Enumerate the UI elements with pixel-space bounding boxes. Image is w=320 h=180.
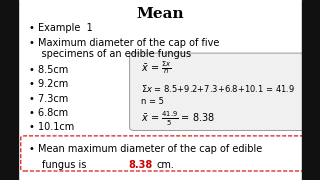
Text: fungus is: fungus is bbox=[42, 160, 90, 170]
Text: • Mean maximum diameter of the cap of edible: • Mean maximum diameter of the cap of ed… bbox=[29, 144, 262, 154]
Text: $\bar{x}$ = $\frac{\Sigma x}{n}$: $\bar{x}$ = $\frac{\Sigma x}{n}$ bbox=[141, 59, 172, 76]
Bar bbox=[0, 0, 18, 180]
Text: • 7.3cm: • 7.3cm bbox=[29, 94, 68, 104]
Text: • 6.8cm: • 6.8cm bbox=[29, 108, 68, 118]
Text: Mean: Mean bbox=[136, 7, 184, 21]
FancyBboxPatch shape bbox=[130, 53, 315, 130]
Text: • Example  1: • Example 1 bbox=[29, 23, 92, 33]
Text: 8.38: 8.38 bbox=[128, 160, 152, 170]
Bar bbox=[302, 0, 320, 180]
Text: • 8.5cm: • 8.5cm bbox=[29, 65, 68, 75]
Text: $\bar{x}$ = $\frac{41.9}{5}$ = 8.38: $\bar{x}$ = $\frac{41.9}{5}$ = 8.38 bbox=[141, 110, 215, 128]
Text: • 10.1cm: • 10.1cm bbox=[29, 122, 74, 132]
Text: $\Sigma x$ = 8.5+9.2+7.3+6.8+10.1 = 41.9: $\Sigma x$ = 8.5+9.2+7.3+6.8+10.1 = 41.9 bbox=[141, 83, 295, 94]
Text: cm.: cm. bbox=[156, 160, 174, 170]
Text: n = 5: n = 5 bbox=[141, 97, 164, 106]
Text: • Maximum diameter of the cap of five
    specimens of an edible fungus: • Maximum diameter of the cap of five sp… bbox=[29, 38, 219, 59]
Text: • 9.2cm: • 9.2cm bbox=[29, 79, 68, 89]
